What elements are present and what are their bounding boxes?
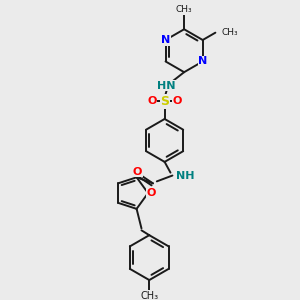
Text: HN: HN	[157, 81, 176, 91]
Text: CH₃: CH₃	[140, 291, 158, 300]
Text: N: N	[198, 56, 207, 66]
Text: O: O	[133, 167, 142, 177]
Text: NH: NH	[176, 170, 195, 181]
Text: O: O	[146, 188, 156, 198]
Text: CH₃: CH₃	[221, 28, 238, 37]
Text: O: O	[147, 96, 157, 106]
Text: N: N	[161, 35, 170, 45]
Text: O: O	[172, 96, 182, 106]
Text: CH₃: CH₃	[176, 5, 192, 14]
Text: S: S	[160, 95, 169, 108]
